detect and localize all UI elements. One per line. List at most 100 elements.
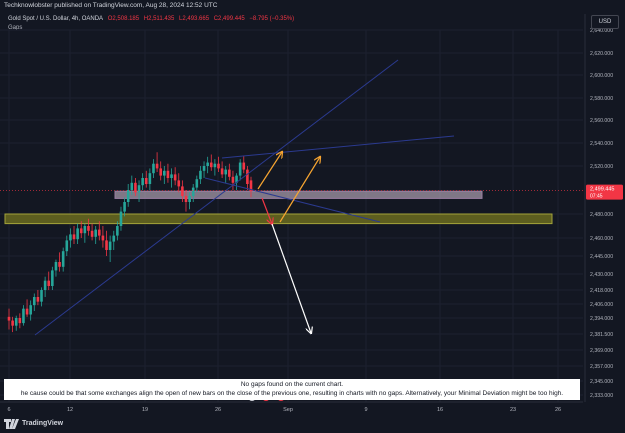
candle-body	[191, 187, 195, 196]
candle-body	[152, 163, 155, 174]
candle-body	[87, 226, 90, 231]
price-tick-label: 2,540.000	[590, 141, 613, 147]
candle-body	[126, 190, 130, 202]
price-tick-label: 2,357.000	[590, 364, 613, 370]
candle-body	[14, 318, 18, 326]
price-tick-label: 2,600.000	[590, 73, 613, 79]
candle-body	[195, 179, 199, 188]
price-tick-label: 2,460.000	[590, 236, 613, 242]
candle-body	[238, 162, 242, 176]
publisher-bar: Techknowlobster published on TradingView…	[0, 0, 625, 14]
candle-body	[108, 241, 112, 250]
price-tick-label: 2,480.000	[590, 212, 613, 218]
price-tick-label: 2,620.000	[590, 51, 613, 57]
price-axis: 2,640.000 2,620.000 2,600.000 2,580.000 2,56…	[584, 14, 613, 402]
candle-body	[97, 229, 101, 236]
projection-arrow-down	[261, 197, 272, 224]
price-tick-label: 2,640.000	[590, 28, 613, 34]
candle-body	[235, 175, 238, 183]
candle-body	[94, 229, 97, 237]
candle-body	[181, 186, 184, 196]
candle-body	[217, 163, 220, 169]
price-tick-label: 2,381.500	[590, 332, 613, 338]
candle-body	[155, 163, 159, 169]
ohlc-close: C2,499.445	[213, 16, 245, 22]
candle-body	[166, 170, 170, 178]
candle-body	[40, 290, 43, 302]
candle-body	[184, 196, 188, 202]
time-tick-label: 19	[142, 407, 148, 413]
candle-body	[170, 174, 173, 178]
candle-body	[246, 169, 249, 184]
lower-channel-line	[204, 177, 381, 223]
price-tick-label: 2,369.000	[590, 348, 613, 354]
candle-body	[134, 182, 137, 193]
price-tag-countdown: 07:45	[590, 194, 603, 200]
candle-body	[7, 316, 11, 321]
ohlc-open: O2,508.185	[107, 16, 140, 22]
price-tick-label: 2,520.000	[590, 164, 613, 170]
candle-body	[249, 180, 253, 192]
brand-name: TradingView	[22, 420, 64, 427]
candle-body	[116, 226, 119, 236]
publisher-text: Techknowlobster published on TradingView…	[4, 2, 218, 9]
symbol-title[interactable]: Gold Spot / U.S. Dollar, 4h, OANDA	[8, 16, 104, 22]
notice-line-2: he cause could be that some exchanges al…	[20, 390, 564, 397]
price-tick-label: 2,394.000	[590, 316, 613, 322]
candle-body	[159, 168, 163, 176]
candle-body	[101, 235, 105, 241]
candle-body	[148, 173, 152, 184]
candle-body	[22, 308, 25, 324]
candle-body	[105, 240, 108, 250]
tradingview-logo-icon	[4, 419, 19, 429]
candle-body	[76, 228, 79, 240]
projection-arrow-up-short	[257, 152, 282, 190]
price-tick-label: 2,345.000	[590, 379, 613, 385]
candle-body	[72, 234, 76, 240]
currency-button[interactable]: USD	[591, 15, 619, 29]
candle-body	[83, 226, 87, 234]
ascending-trendline	[34, 59, 399, 336]
candle-body	[47, 280, 51, 286]
ohlc-high: H2,511.435	[143, 16, 175, 22]
price-tick-label: 2,560.000	[590, 118, 613, 124]
candle-body	[202, 166, 206, 171]
candle-body	[224, 169, 228, 175]
gaps-notice: No gaps found on the current chart. he c…	[4, 379, 580, 400]
candle-body	[112, 235, 116, 242]
price-tick-label: 2,406.000	[590, 302, 613, 308]
price-tag-value: 2,499.445	[590, 187, 614, 193]
candle-body	[144, 178, 148, 184]
price-tag-bg	[586, 184, 623, 200]
candle-body	[163, 170, 166, 176]
time-tick-label: 16	[437, 407, 443, 413]
projection-arrow-up-long	[279, 157, 320, 223]
candle-body	[119, 211, 123, 226]
candle-body	[18, 318, 22, 324]
indicator-legend[interactable]: Gaps	[8, 25, 23, 31]
time-axis: 6 12 19 26 Sep 9 16 23 26	[0, 401, 583, 413]
candle-body	[51, 270, 54, 286]
candle-body	[173, 174, 177, 181]
candle-body	[29, 305, 32, 315]
candle-body	[231, 176, 235, 183]
candle-body	[209, 162, 213, 168]
price-tick-label: 2,445.000	[590, 254, 613, 260]
candle-body	[199, 170, 202, 180]
candle-body	[206, 162, 209, 166]
candle-body	[65, 240, 69, 252]
candle-body	[228, 169, 231, 177]
candle-body	[32, 297, 36, 306]
time-tick-label: 23	[510, 407, 516, 413]
candle-body	[25, 308, 29, 315]
candle-body	[36, 297, 40, 302]
candle-body	[54, 262, 58, 271]
time-tick-label: 26	[555, 407, 561, 413]
candle-body	[58, 262, 61, 267]
candle-body	[123, 202, 126, 212]
candle-body	[130, 182, 134, 190]
candle-body	[11, 320, 14, 326]
candle-body	[213, 163, 217, 168]
